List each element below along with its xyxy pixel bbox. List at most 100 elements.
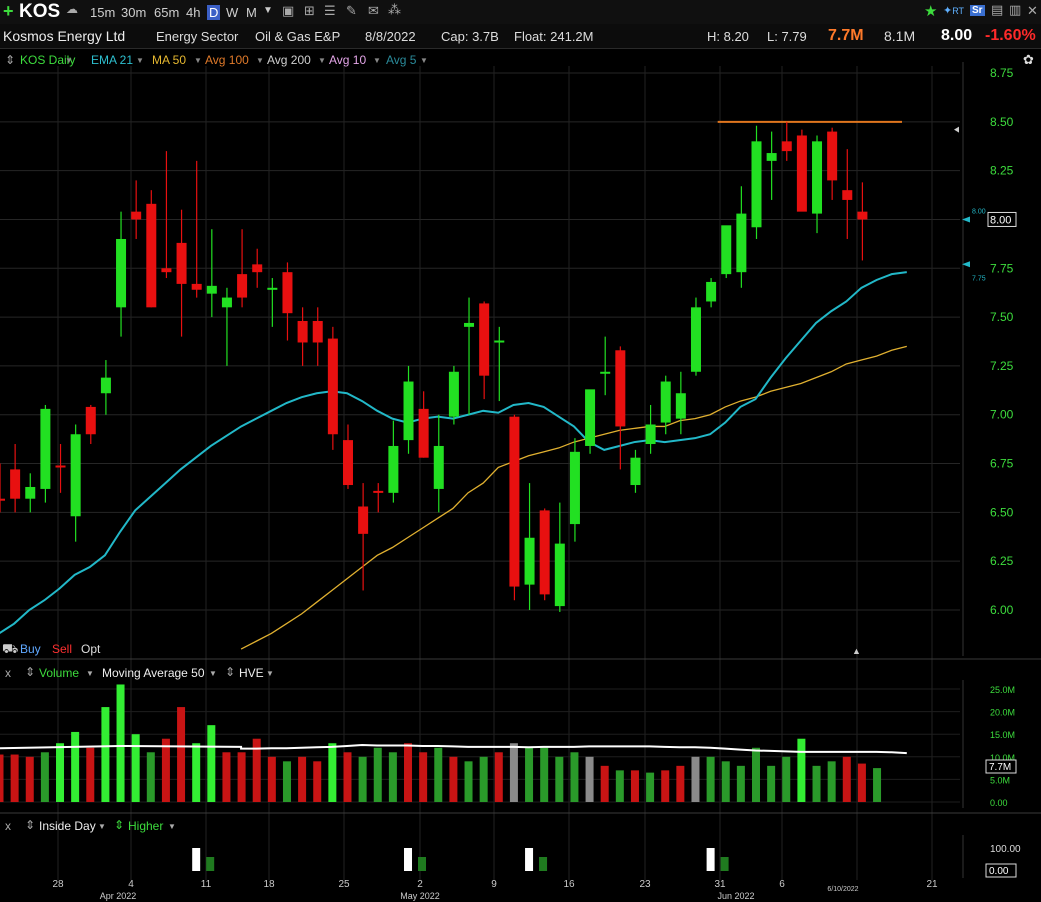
volume-bar — [388, 752, 397, 802]
legend-dropdown-icon[interactable]: ▼ — [318, 56, 326, 65]
legend-item-avg-100[interactable]: Avg 100 — [205, 53, 249, 67]
volume-label[interactable]: Volume — [39, 666, 80, 680]
volume-bar — [646, 772, 655, 802]
legend-dropdown-icon[interactable]: ▼ — [136, 56, 144, 65]
info-bar — [0, 24, 1041, 49]
price-tick-label: 8.75 — [990, 66, 1014, 80]
chart-style-icon[interactable]: ☁ — [66, 2, 78, 16]
hve-label[interactable]: HVE — [239, 666, 264, 680]
candle-body — [827, 131, 838, 181]
legend-item-kos-daily[interactable]: KOS Daily — [20, 53, 76, 67]
timeframe-dropdown-icon[interactable]: ▼ — [263, 5, 273, 16]
legend-dropdown-icon[interactable]: ▼ — [194, 56, 202, 65]
options-button[interactable]: Opt — [81, 642, 101, 656]
ema-marker — [962, 216, 970, 223]
timeframe-15m[interactable]: 15m — [90, 5, 116, 20]
sector[interactable]: Energy Sector — [156, 29, 239, 44]
volume-bar — [494, 752, 503, 802]
legend-item-avg-200[interactable]: Avg 200 — [267, 53, 311, 67]
realtime-flag[interactable]: ✦RT — [943, 5, 965, 17]
inside-day-label[interactable]: Inside Day — [39, 819, 96, 833]
higher-label[interactable]: Higher — [128, 819, 164, 833]
volume-drag-icon[interactable]: ⇕ — [25, 665, 36, 679]
timeframe-65m[interactable]: 65m — [154, 5, 180, 20]
volume-bar — [282, 761, 291, 802]
candle-body — [706, 281, 717, 302]
drawing-tools-icon[interactable]: ▣ — [282, 3, 295, 18]
cart-icon[interactable]: ⛟ — [2, 641, 19, 656]
timeframe-30m[interactable]: 30m — [121, 5, 147, 20]
volume-bar — [676, 765, 685, 802]
volume-bar — [404, 743, 413, 802]
inside-day-dropdown-icon[interactable]: ▼ — [98, 822, 106, 831]
candle-body — [645, 424, 656, 445]
candle-body — [751, 141, 762, 228]
star-icon[interactable]: ★ — [924, 3, 938, 20]
legend-dropdown-icon[interactable]: ▼ — [65, 56, 73, 65]
volume-dropdown-icon[interactable]: ▼ — [86, 669, 94, 678]
candle-body — [221, 297, 232, 308]
volume-value-tag-label: 7.7M — [989, 762, 1011, 773]
legend-dropdown-icon[interactable]: ▼ — [373, 56, 381, 65]
candle-body — [494, 340, 505, 343]
volume-panel-close[interactable]: x — [5, 666, 11, 680]
color-palette-icon[interactable]: ✿ — [1023, 52, 1034, 67]
buy-button[interactable]: Buy — [20, 642, 41, 656]
volume-bar — [736, 765, 745, 802]
sr-badge[interactable]: Sr — [970, 5, 985, 16]
pencil-icon[interactable]: ✎ — [346, 3, 357, 18]
scanner-icon[interactable]: ⊞ — [304, 3, 315, 18]
indicator-drag-icon[interactable]: ⇕ — [25, 818, 36, 832]
hve-drag-icon[interactable]: ⇕ — [225, 665, 236, 679]
percent-change: -1.60% — [985, 27, 1036, 44]
industry[interactable]: Oil & Gas E&P — [255, 29, 341, 44]
candle-body — [40, 408, 51, 489]
volume-bar — [131, 734, 140, 802]
ticker-symbol[interactable]: KOS — [19, 1, 61, 22]
candle-body — [796, 135, 807, 212]
volume-bar — [10, 754, 19, 802]
hve-dropdown-icon[interactable]: ▼ — [266, 669, 274, 678]
higher-drag-icon[interactable]: ⇕ — [114, 818, 125, 832]
close-icon[interactable]: ✕ — [1027, 3, 1038, 18]
checklist-icon[interactable]: ☰ — [324, 3, 336, 18]
timeframe-d[interactable]: D — [207, 5, 221, 20]
share-icon[interactable]: ⁂ — [388, 2, 401, 17]
layout-icon[interactable]: ▥ — [1009, 2, 1022, 17]
higher-dropdown-icon[interactable]: ▼ — [168, 822, 176, 831]
higher-bar — [539, 857, 548, 871]
candle-body — [388, 445, 399, 493]
add-symbol-icon[interactable]: + — [3, 1, 14, 21]
timeframe-w[interactable]: W — [226, 5, 239, 20]
sell-button[interactable]: Sell — [52, 642, 73, 656]
indicator-value-tag-label: 0.00 — [989, 866, 1009, 877]
timeframe-m[interactable]: M — [246, 5, 257, 20]
volume-bar — [101, 707, 110, 802]
top-toolbar — [0, 0, 1041, 24]
legend-dropdown-icon[interactable]: ▼ — [256, 56, 264, 65]
legend-item-ema-21[interactable]: EMA 21 — [91, 53, 134, 67]
legend-item-avg-5[interactable]: Avg 5 — [386, 53, 417, 67]
candle-body — [191, 283, 202, 290]
inside-day-bar — [192, 848, 201, 871]
collapse-arrow-icon[interactable]: ▲ — [852, 646, 861, 656]
indicator-panel-close[interactable]: x — [5, 819, 11, 833]
legend-dropdown-icon[interactable]: ▼ — [420, 56, 428, 65]
candle-body — [766, 153, 777, 161]
candle-body — [206, 285, 217, 294]
volume-ma-dropdown-icon[interactable]: ▼ — [209, 669, 217, 678]
candle-body — [252, 264, 263, 273]
timeframe-4h[interactable]: 4h — [186, 5, 201, 20]
note-icon[interactable]: ✉ — [368, 3, 379, 18]
legend-drag-icon[interactable]: ⇕ — [5, 53, 16, 67]
candle-body — [373, 490, 384, 493]
candle-body — [433, 445, 444, 489]
volume-ma-label[interactable]: Moving Average 50 — [102, 666, 205, 680]
candle-body — [509, 416, 520, 587]
legend-item-avg-10[interactable]: Avg 10 — [329, 53, 367, 67]
x-axis-label: Apr 2022 — [100, 891, 137, 901]
candle-body — [615, 350, 626, 427]
save-icon[interactable]: ▤ — [991, 2, 1004, 17]
legend-item-ma-50[interactable]: MA 50 — [152, 53, 187, 67]
